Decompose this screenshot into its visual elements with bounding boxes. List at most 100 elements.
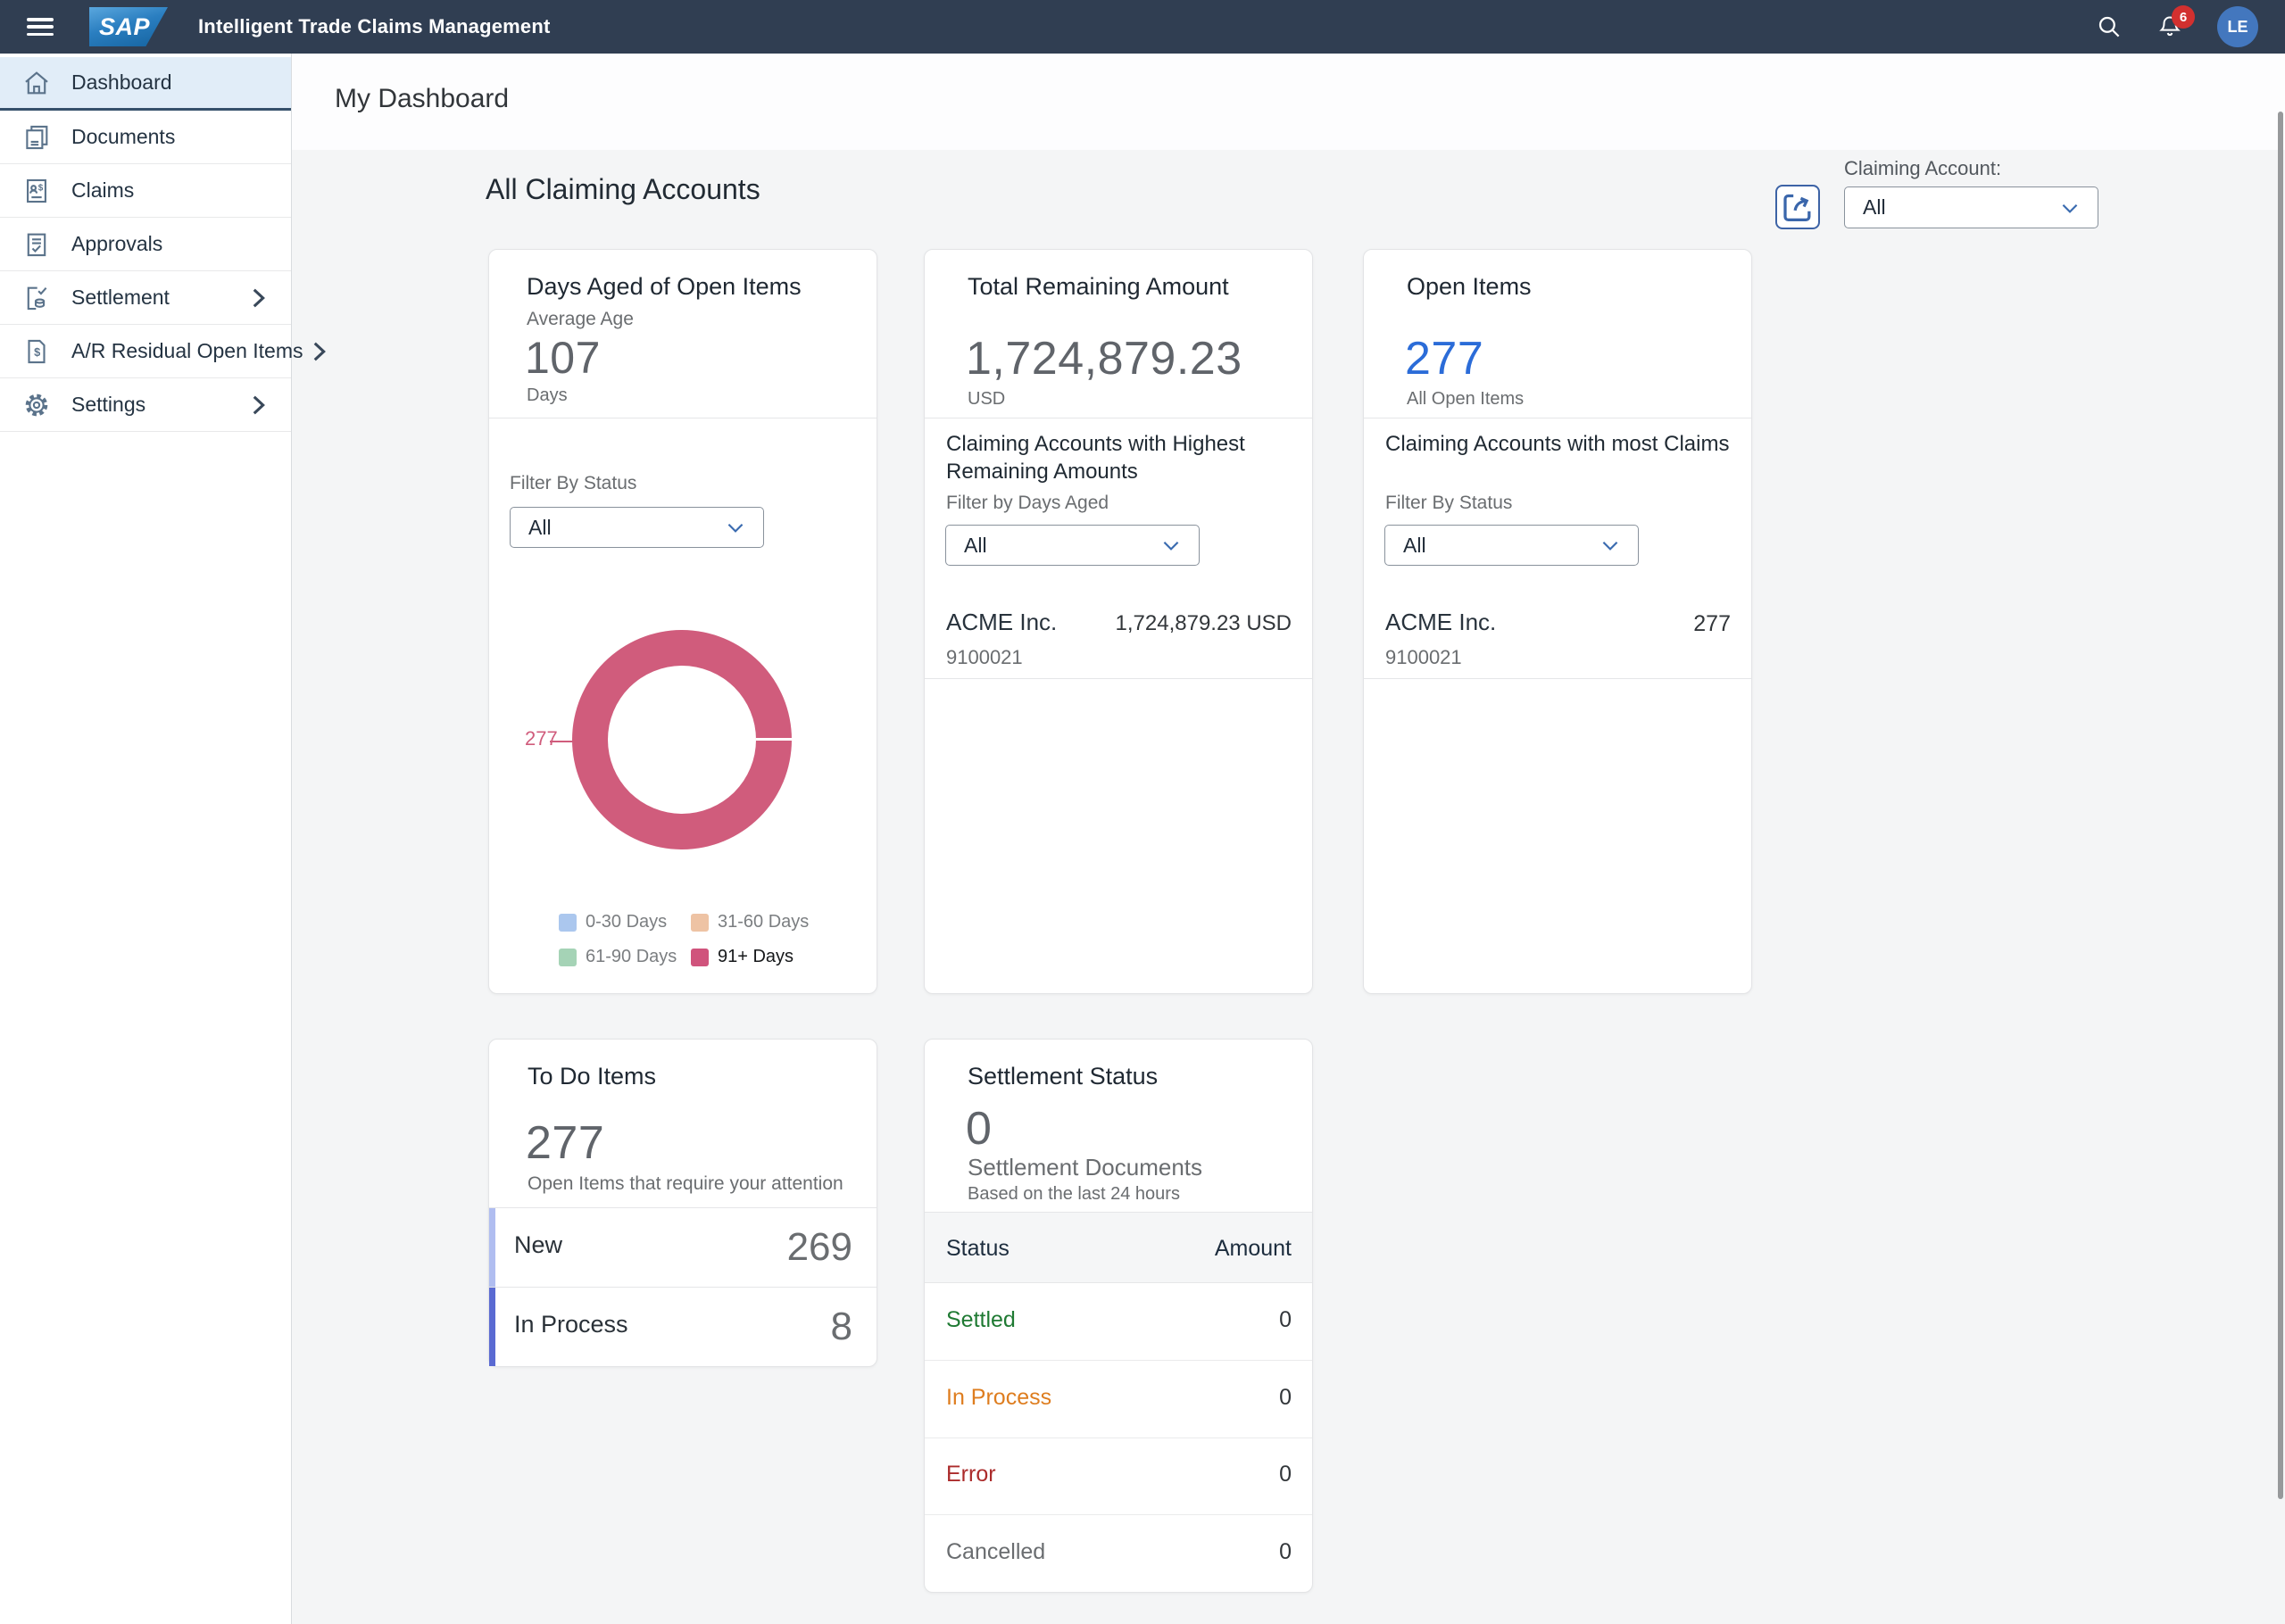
- claiming-account-value: All: [1863, 195, 1886, 219]
- amount-unit: USD: [968, 389, 1006, 409]
- chevron-right-icon: [253, 395, 265, 414]
- sap-logo-text: SAP: [99, 12, 151, 40]
- status-label: Cancelled: [946, 1539, 1046, 1565]
- claiming-account-row[interactable]: ACME Inc. 277 9100021: [1364, 594, 1751, 679]
- settlement-row-error: Error 0: [925, 1438, 1312, 1516]
- days-aged-filter-value: All: [964, 533, 987, 557]
- chevron-down-icon: [1163, 541, 1179, 551]
- sidebar-item-label: Documents: [71, 125, 176, 148]
- search-icon[interactable]: [2096, 13, 2123, 40]
- column-header-amount: Amount: [1214, 1236, 1292, 1261]
- filter-label: Filter By Status: [1385, 493, 1513, 513]
- sidebar-item-ar-residual-open-items[interactable]: $ A/R Residual Open Items: [0, 325, 326, 378]
- claims-icon: $: [27, 178, 46, 203]
- account-claims-count: 277: [1693, 611, 1731, 636]
- product-title: Intelligent Trade Claims Management: [198, 15, 551, 37]
- sidebar-item-claims[interactable]: $ Claims: [0, 164, 291, 218]
- metric-value: 107: [525, 333, 601, 383]
- card-title: Total Remaining Amount: [968, 273, 1229, 300]
- legend-swatch: [559, 948, 577, 966]
- legend-label: 91+ Days: [718, 947, 794, 966]
- vertical-scrollbar[interactable]: [2278, 112, 2283, 1499]
- account-id: 9100021: [1385, 646, 1462, 668]
- status-label: Error: [946, 1462, 996, 1487]
- status-amount: 0: [1279, 1462, 1292, 1487]
- notification-count-badge: 6: [2172, 5, 2195, 29]
- avatar[interactable]: LE: [2217, 6, 2258, 47]
- todo-row-value: 269: [786, 1225, 852, 1269]
- donut-chart: [572, 630, 792, 849]
- menu-icon[interactable]: [27, 18, 54, 36]
- settlement-row-in-process: In Process 0: [925, 1361, 1312, 1438]
- filter-label: Filter by Days Aged: [946, 493, 1109, 513]
- chevron-down-icon: [2062, 203, 2078, 213]
- sidebar-item-settings[interactable]: Settings: [0, 378, 291, 432]
- status-amount: 0: [1279, 1384, 1292, 1410]
- status-amount: 0: [1279, 1539, 1292, 1565]
- card-title: Days Aged of Open Items: [527, 273, 802, 300]
- todo-subtitle: Open Items that require your attention: [528, 1173, 843, 1194]
- todo-row-new[interactable]: New 269: [489, 1207, 877, 1287]
- shell-bar: SAP Intelligent Trade Claims Management …: [0, 0, 2285, 54]
- settlement-caption: Based on the last 24 hours: [968, 1184, 1180, 1204]
- chevron-right-icon: [253, 288, 265, 307]
- sidebar-item-label: Settlement: [71, 286, 170, 309]
- legend-swatch: [691, 913, 709, 932]
- status-filter-value: All: [528, 515, 552, 539]
- export-button[interactable]: [1775, 185, 1820, 229]
- legend-swatch: [691, 948, 709, 966]
- account-name: ACME Inc.: [946, 609, 1058, 635]
- svg-text:$: $: [34, 344, 40, 358]
- row-accent-bar: [489, 1288, 495, 1366]
- status-label: In Process: [946, 1384, 1052, 1410]
- settlement-subtitle: Settlement Documents: [968, 1154, 1203, 1181]
- ar-residual-icon: $: [28, 339, 46, 363]
- svg-text:$: $: [38, 183, 44, 193]
- legend-swatch: [559, 913, 577, 932]
- status-filter-select[interactable]: All: [510, 507, 764, 548]
- documents-icon: [26, 125, 48, 149]
- legend-label: 0-30 Days: [586, 912, 668, 932]
- card-to-do-items: To Do Items 277 Open Items that require …: [488, 1039, 877, 1367]
- claiming-account-row[interactable]: ACME Inc. 1,724,879.23 USD 9100021: [925, 594, 1312, 679]
- account-amount: 1,724,879.23 USD: [1115, 611, 1292, 635]
- sidebar-item-dashboard[interactable]: Dashboard: [0, 57, 291, 111]
- donut-label-leader-line: [550, 741, 574, 742]
- notifications-bell-icon[interactable]: 6: [2156, 5, 2195, 40]
- sidebar-item-documents[interactable]: Documents: [0, 111, 291, 164]
- settlement-icon: [27, 286, 47, 310]
- list-title: Claiming Accounts with most Claims: [1385, 432, 1730, 456]
- card-title: Settlement Status: [968, 1063, 1159, 1090]
- legend-label: 61-90 Days: [586, 947, 677, 966]
- open-items-unit: All Open Items: [1407, 389, 1525, 409]
- settlement-table-body: Settled 0 In Process 0 Error 0 Cancelled…: [925, 1283, 1312, 1592]
- claiming-account-select[interactable]: All: [1844, 186, 2098, 228]
- status-filter-select[interactable]: All: [1384, 525, 1639, 566]
- sidebar-item-label: Settings: [71, 393, 146, 416]
- sidebar-item-approvals[interactable]: Approvals: [0, 218, 291, 271]
- sidebar-item-label: Claims: [71, 178, 135, 202]
- chevron-down-icon: [1602, 541, 1618, 551]
- sidebar-item-label: Approvals: [71, 232, 163, 255]
- export-icon: [1783, 194, 1811, 222]
- page-title: My Dashboard: [335, 84, 510, 113]
- sidebar-item-label: A/R Residual Open Items: [71, 339, 303, 362]
- legend-item: 0-30 Days: [559, 912, 691, 932]
- chevron-down-icon: [727, 523, 744, 533]
- days-aged-filter-select[interactable]: All: [945, 525, 1200, 566]
- side-navigation: Dashboard Documents $ Claims Approvals: [0, 54, 326, 1624]
- shell-actions: 6 LE: [2096, 5, 2258, 47]
- account-name: ACME Inc.: [1385, 609, 1497, 635]
- settlement-value: 0: [966, 1103, 993, 1155]
- sidebar-item-settlement[interactable]: Settlement: [0, 271, 291, 325]
- chart-legend: 0-30 Days 31-60 Days 61-90 Days 91+ Days: [559, 912, 809, 967]
- metric-label: Average Age: [527, 309, 634, 329]
- chevron-right-icon: [313, 342, 326, 360]
- legend-label: 31-60 Days: [718, 912, 810, 932]
- donut-data-label: 277: [525, 727, 558, 750]
- approvals-icon: [27, 233, 46, 256]
- legend-item: 61-90 Days: [559, 947, 691, 967]
- card-days-aged-of-open-items: Days Aged of Open Items Average Age 107 …: [488, 249, 877, 994]
- todo-row-in-process[interactable]: In Process 8: [489, 1287, 877, 1366]
